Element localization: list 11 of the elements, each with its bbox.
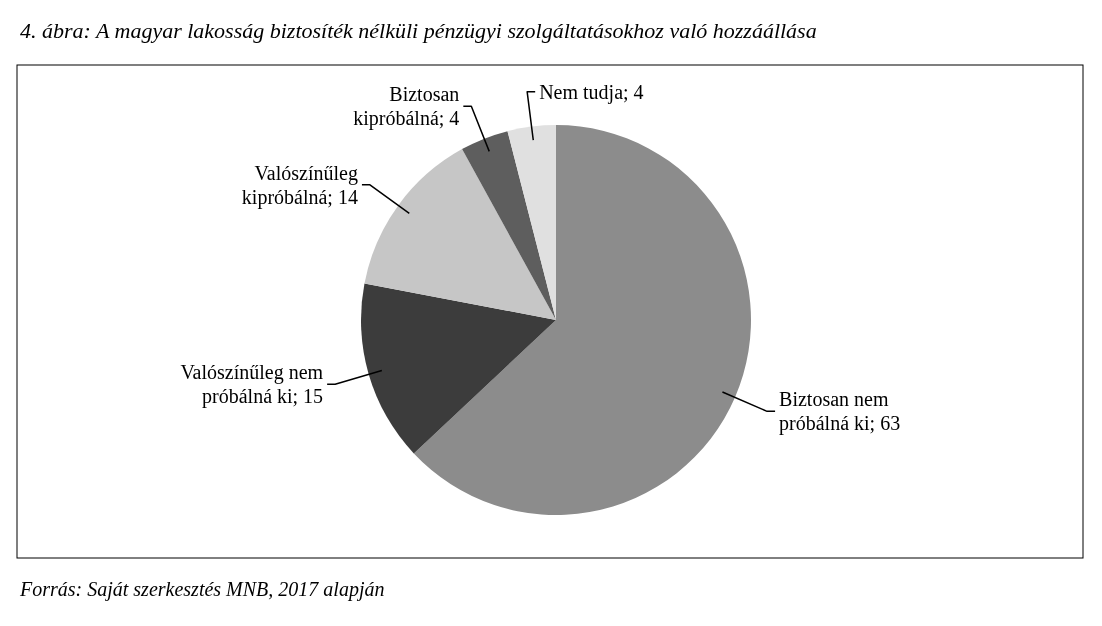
pie-slice	[361, 283, 556, 454]
text: Forrás: Saját szerkesztés MNB, 2017 alapján	[19, 578, 385, 601]
slice-label: Biztosan nem próbálná ki; 63	[779, 388, 901, 436]
slice-label: Biztosan kipróbálná; 4	[353, 83, 460, 131]
slice-label: Valószínűleg nem próbálná ki; 15	[180, 361, 324, 409]
slice-label: Valószínűleg kipróbálná; 14	[241, 161, 358, 209]
pie-slice	[507, 125, 556, 320]
chart-title: 4. ábra: A magyar lakosság biztosíték nélküli pénzügyi szolgáltatásokhoz való hozzáállása	[20, 18, 817, 43]
pie-slice	[364, 149, 556, 320]
slice-label: Nem tudja; 4	[539, 80, 644, 104]
pie-slice	[462, 131, 556, 320]
